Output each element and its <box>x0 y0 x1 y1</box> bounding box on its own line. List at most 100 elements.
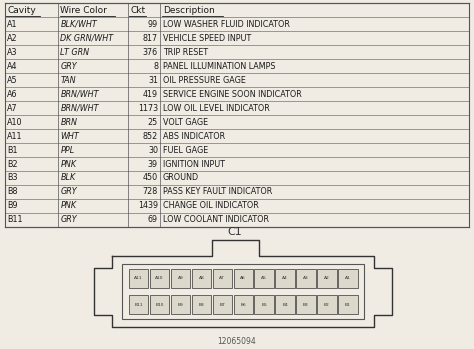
Text: B9: B9 <box>7 201 18 210</box>
Text: VEHICLE SPEED INPUT: VEHICLE SPEED INPUT <box>163 34 251 43</box>
Text: 12065094: 12065094 <box>218 337 256 346</box>
Text: B9: B9 <box>178 303 183 307</box>
Text: GROUND: GROUND <box>163 173 199 183</box>
Text: 39: 39 <box>148 159 158 169</box>
Text: GRY: GRY <box>61 62 77 71</box>
Text: Cavity: Cavity <box>7 6 36 15</box>
Text: WHT: WHT <box>61 132 79 141</box>
Text: GRY: GRY <box>61 187 77 196</box>
Text: B8: B8 <box>199 303 204 307</box>
Text: BLK/WHT: BLK/WHT <box>61 20 97 29</box>
Text: B1: B1 <box>345 303 351 307</box>
Text: C1: C1 <box>228 227 243 237</box>
Bar <box>338 268 357 288</box>
Text: B1: B1 <box>7 146 18 155</box>
Text: B6: B6 <box>240 303 246 307</box>
Text: A1: A1 <box>345 276 351 280</box>
Bar <box>255 268 274 288</box>
Text: PPL: PPL <box>61 146 75 155</box>
Text: LOW WASHER FLUID INDICATOR: LOW WASHER FLUID INDICATOR <box>163 20 290 29</box>
Text: A2: A2 <box>324 276 330 280</box>
Text: A3: A3 <box>303 276 309 280</box>
Text: B2: B2 <box>7 159 18 169</box>
Text: PANEL ILLUMINATION LAMPS: PANEL ILLUMINATION LAMPS <box>163 62 275 71</box>
Text: PNK: PNK <box>61 201 77 210</box>
Bar <box>275 268 295 288</box>
Text: 30: 30 <box>148 146 158 155</box>
Text: 1173: 1173 <box>138 104 158 113</box>
Bar <box>296 268 316 288</box>
Text: A7: A7 <box>7 104 18 113</box>
Bar <box>255 295 274 314</box>
Text: B4: B4 <box>282 303 288 307</box>
Text: 852: 852 <box>143 132 158 141</box>
Text: 69: 69 <box>148 215 158 224</box>
Text: Wire Color: Wire Color <box>61 6 107 15</box>
Text: A6: A6 <box>240 276 246 280</box>
Text: 419: 419 <box>143 90 158 99</box>
Bar <box>129 295 148 314</box>
Text: BRN/WHT: BRN/WHT <box>61 90 99 99</box>
Text: OIL PRESSURE GAGE: OIL PRESSURE GAGE <box>163 76 246 85</box>
Text: B11: B11 <box>7 215 23 224</box>
Text: GRY: GRY <box>61 215 77 224</box>
Bar <box>150 295 169 314</box>
Text: B5: B5 <box>261 303 267 307</box>
Text: ABS INDICATOR: ABS INDICATOR <box>163 132 225 141</box>
Text: 99: 99 <box>148 20 158 29</box>
Text: A1: A1 <box>7 20 18 29</box>
Text: A11: A11 <box>135 276 143 280</box>
Text: LT GRN: LT GRN <box>61 48 90 57</box>
Text: LOW OIL LEVEL INDICATOR: LOW OIL LEVEL INDICATOR <box>163 104 269 113</box>
Bar <box>122 263 364 319</box>
Text: B7: B7 <box>219 303 225 307</box>
Text: A5: A5 <box>7 76 18 85</box>
Text: B3: B3 <box>303 303 309 307</box>
Text: BRN: BRN <box>61 118 77 127</box>
Text: A4: A4 <box>282 276 288 280</box>
Text: PASS KEY FAULT INDICATOR: PASS KEY FAULT INDICATOR <box>163 187 272 196</box>
Bar <box>129 268 148 288</box>
Text: 31: 31 <box>148 76 158 85</box>
Text: FUEL GAGE: FUEL GAGE <box>163 146 208 155</box>
Text: A10: A10 <box>155 276 164 280</box>
Text: TRIP RESET: TRIP RESET <box>163 48 208 57</box>
Text: DK GRN/WHT: DK GRN/WHT <box>61 34 114 43</box>
Text: B10: B10 <box>155 303 164 307</box>
Text: 817: 817 <box>143 34 158 43</box>
Text: BRN/WHT: BRN/WHT <box>61 104 99 113</box>
Text: Description: Description <box>163 6 214 15</box>
Text: A6: A6 <box>7 90 18 99</box>
Text: 8: 8 <box>153 62 158 71</box>
Text: A4: A4 <box>7 62 18 71</box>
Text: IGNITION INPUT: IGNITION INPUT <box>163 159 225 169</box>
Text: A2: A2 <box>7 34 18 43</box>
Bar <box>191 268 211 288</box>
Bar <box>317 295 337 314</box>
Bar <box>234 268 253 288</box>
Text: 450: 450 <box>143 173 158 183</box>
Text: B3: B3 <box>7 173 18 183</box>
Bar <box>275 295 295 314</box>
Text: A11: A11 <box>7 132 23 141</box>
Text: B11: B11 <box>135 303 143 307</box>
Bar <box>317 268 337 288</box>
Text: Ckt: Ckt <box>130 6 146 15</box>
Bar <box>191 295 211 314</box>
Bar <box>296 295 316 314</box>
Bar <box>150 268 169 288</box>
Text: LOW COOLANT INDICATOR: LOW COOLANT INDICATOR <box>163 215 269 224</box>
Text: 376: 376 <box>143 48 158 57</box>
Bar <box>234 295 253 314</box>
Text: BLK: BLK <box>61 173 76 183</box>
Text: CHANGE OIL INDICATOR: CHANGE OIL INDICATOR <box>163 201 258 210</box>
Text: SERVICE ENGINE SOON INDICATOR: SERVICE ENGINE SOON INDICATOR <box>163 90 301 99</box>
Bar <box>171 295 190 314</box>
Text: A9: A9 <box>178 276 183 280</box>
Text: PNK: PNK <box>61 159 77 169</box>
Text: A8: A8 <box>199 276 204 280</box>
Bar <box>213 295 232 314</box>
Text: B2: B2 <box>324 303 330 307</box>
Text: B8: B8 <box>7 187 18 196</box>
Bar <box>171 268 190 288</box>
